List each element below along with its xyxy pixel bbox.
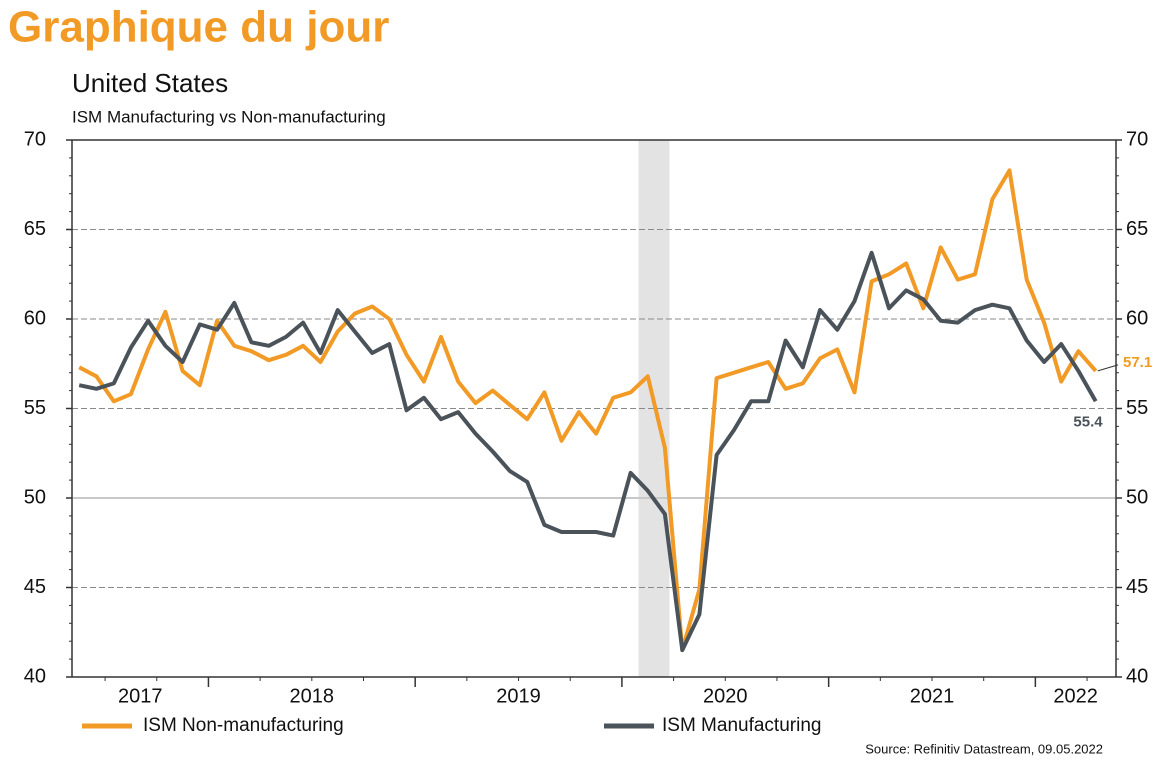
line-series xyxy=(78,168,1098,653)
x-tick-label: 2021 xyxy=(910,685,955,707)
y2-tick-label: 50 xyxy=(1126,486,1148,508)
x-tick-label: 2019 xyxy=(496,685,541,707)
y2-tick-label: 55 xyxy=(1126,397,1148,419)
leader-line xyxy=(1097,364,1119,372)
chart-title: United States xyxy=(72,68,228,98)
x-tick-label: 2017 xyxy=(118,685,163,707)
y2-tick-label: 60 xyxy=(1126,307,1148,329)
y2-tick-label: 65 xyxy=(1126,218,1148,240)
chart-subtitle: ISM Manufacturing vs Non-manufacturing xyxy=(72,107,386,126)
y2-tick-label: 40 xyxy=(1126,665,1148,687)
x-tick-label: 2020 xyxy=(703,685,748,707)
end-label: 55.4 xyxy=(1073,413,1103,430)
line-series xyxy=(78,250,1098,653)
y2-tick-label: 70 xyxy=(1126,128,1148,150)
y-tick-label: 55 xyxy=(24,397,46,419)
page-header: Graphique du jour xyxy=(8,3,389,52)
y-tick-label: 65 xyxy=(24,218,46,240)
x-tick-label: 2022 xyxy=(1053,685,1098,707)
legend-label: ISM Manufacturing xyxy=(662,715,821,736)
end-label: 57.1 xyxy=(1123,354,1152,371)
source: Source: Refinitiv Datastream, 09.05.2022 xyxy=(865,741,1103,756)
legend-label: ISM Non-manufacturing xyxy=(143,715,344,736)
y-tick-label: 70 xyxy=(24,128,46,150)
y-tick-label: 45 xyxy=(24,576,46,598)
y-tick-label: 50 xyxy=(24,486,46,508)
y2-tick-label: 45 xyxy=(1126,576,1148,598)
y-tick-label: 60 xyxy=(24,307,46,329)
y-tick-label: 40 xyxy=(24,665,46,687)
x-tick-label: 2018 xyxy=(290,685,335,707)
